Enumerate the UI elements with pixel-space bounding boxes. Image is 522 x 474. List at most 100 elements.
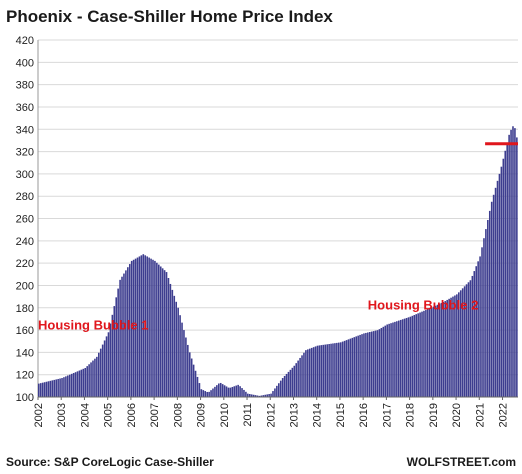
bar: [423, 310, 425, 397]
bars: [38, 126, 518, 398]
bar: [243, 389, 245, 397]
bar: [303, 352, 305, 397]
bar: [248, 394, 251, 397]
bar: [61, 378, 63, 397]
bar: [167, 278, 170, 397]
bar: [452, 296, 454, 397]
bar: [413, 315, 416, 397]
x-tick-label: 2013: [288, 403, 300, 427]
bar: [80, 369, 83, 397]
annotation-label: Housing Bubble 2: [368, 297, 479, 312]
bar: [68, 374, 71, 397]
bar: [481, 247, 483, 397]
bar: [183, 330, 185, 397]
x-tick-label: 2022: [498, 403, 510, 427]
bar: [161, 268, 164, 397]
bar: [330, 343, 332, 397]
bar: [148, 257, 150, 397]
bar: [357, 335, 359, 397]
bar: [82, 368, 85, 397]
y-tick-label: 160: [16, 325, 34, 337]
bar: [274, 388, 276, 397]
bar: [473, 271, 476, 397]
bar: [506, 142, 508, 397]
bar: [463, 286, 466, 397]
bar: [216, 385, 218, 397]
bar: [272, 391, 274, 397]
bar: [392, 322, 394, 397]
bar: [208, 391, 210, 397]
bar: [70, 373, 73, 397]
bar: [192, 364, 195, 397]
bar: [338, 342, 340, 397]
y-tick-label: 260: [16, 214, 34, 226]
y-tick-label: 400: [16, 57, 34, 69]
bar: [394, 321, 396, 397]
bar: [92, 360, 94, 397]
bar: [187, 344, 189, 397]
bar: [471, 275, 474, 397]
bar: [467, 282, 470, 397]
y-tick-label: 320: [16, 147, 34, 159]
bar: [398, 320, 400, 397]
bar: [384, 325, 387, 397]
bar: [38, 383, 40, 397]
bar: [347, 339, 350, 397]
bar: [496, 180, 499, 397]
bar: [241, 388, 243, 397]
bar: [432, 306, 435, 397]
bar: [247, 393, 249, 397]
bar: [119, 279, 121, 397]
bar: [103, 340, 106, 397]
bar: [351, 337, 354, 397]
bar: [405, 317, 408, 397]
bar: [487, 219, 489, 397]
bar: [434, 305, 437, 397]
bar: [198, 383, 201, 397]
bar: [39, 383, 42, 397]
bar: [448, 298, 450, 397]
bar: [376, 330, 379, 397]
bar: [258, 395, 261, 397]
bar: [419, 312, 421, 397]
bar: [299, 357, 301, 397]
bar: [218, 383, 220, 397]
bar: [365, 332, 367, 397]
bar: [109, 323, 112, 397]
bar: [316, 345, 319, 397]
bar: [154, 260, 156, 397]
x-tick-label: 2009: [196, 403, 208, 427]
y-tick-label: 280: [16, 191, 34, 203]
bar: [516, 137, 518, 397]
bar: [485, 229, 487, 397]
bar: [235, 385, 238, 397]
x-tick-label: 2007: [149, 403, 161, 427]
bar: [291, 367, 294, 397]
bar: [301, 355, 303, 397]
bar: [295, 363, 298, 397]
bar: [127, 267, 129, 397]
bar: [427, 309, 429, 397]
bar: [386, 324, 388, 397]
bar: [285, 373, 288, 397]
bar: [175, 301, 178, 397]
bar: [51, 380, 54, 397]
bar: [194, 370, 197, 397]
bar: [262, 395, 265, 397]
bar: [324, 344, 327, 397]
bar: [293, 365, 296, 397]
bar: [233, 386, 236, 397]
bar: [142, 254, 145, 397]
bar: [279, 380, 282, 397]
bar: [136, 257, 139, 397]
y-tick-label: 140: [16, 347, 34, 359]
x-tick-label: 2021: [474, 403, 486, 427]
bar: [498, 173, 501, 397]
bar: [158, 264, 160, 397]
bar: [219, 382, 222, 397]
bar: [45, 381, 48, 397]
bar: [307, 349, 309, 397]
bar: [438, 303, 441, 397]
bar: [469, 280, 472, 397]
